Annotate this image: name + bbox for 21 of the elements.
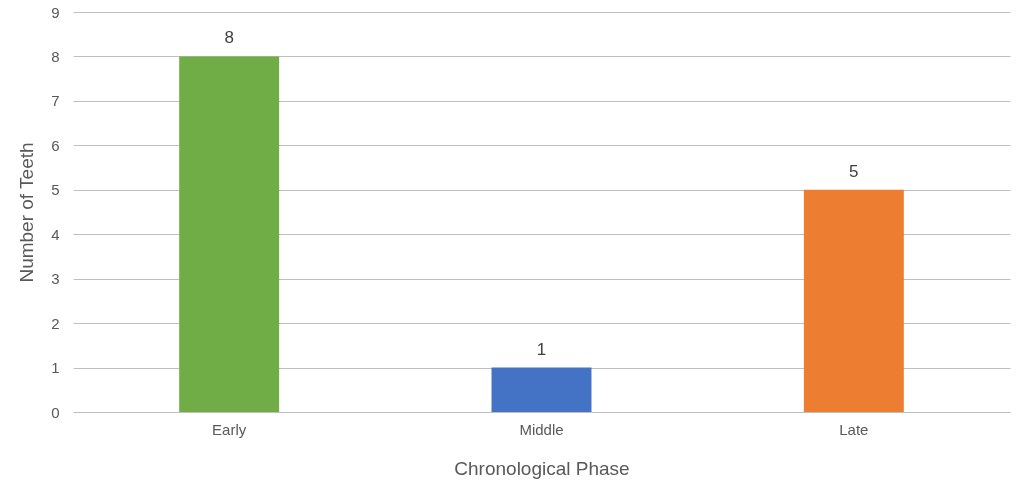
bar	[179, 56, 280, 412]
y-tick-label: 4	[51, 225, 60, 243]
y-tick-label: 6	[51, 136, 60, 154]
y-tick-label: 3	[51, 270, 60, 288]
y-axis-title: Number of Teeth	[16, 142, 38, 283]
y-tick-label: 9	[51, 3, 60, 21]
bar	[803, 189, 904, 412]
y-tick-label: 2	[51, 314, 60, 332]
x-tick-label: Middle	[519, 420, 564, 438]
data-label: 1	[536, 339, 547, 359]
bar	[491, 367, 592, 412]
x-tick-label: Late	[839, 420, 869, 438]
x-tick-label: Early	[212, 420, 247, 438]
y-tick-label: 0	[51, 403, 60, 421]
y-tick-label: 7	[51, 92, 60, 110]
x-axis-title: Chronological Phase	[454, 457, 630, 479]
y-tick-label: 8	[51, 47, 60, 65]
y-tick-label: 5	[51, 181, 60, 199]
data-label: 5	[849, 161, 859, 181]
data-label: 8	[224, 28, 234, 48]
y-tick-label: 1	[51, 359, 60, 377]
